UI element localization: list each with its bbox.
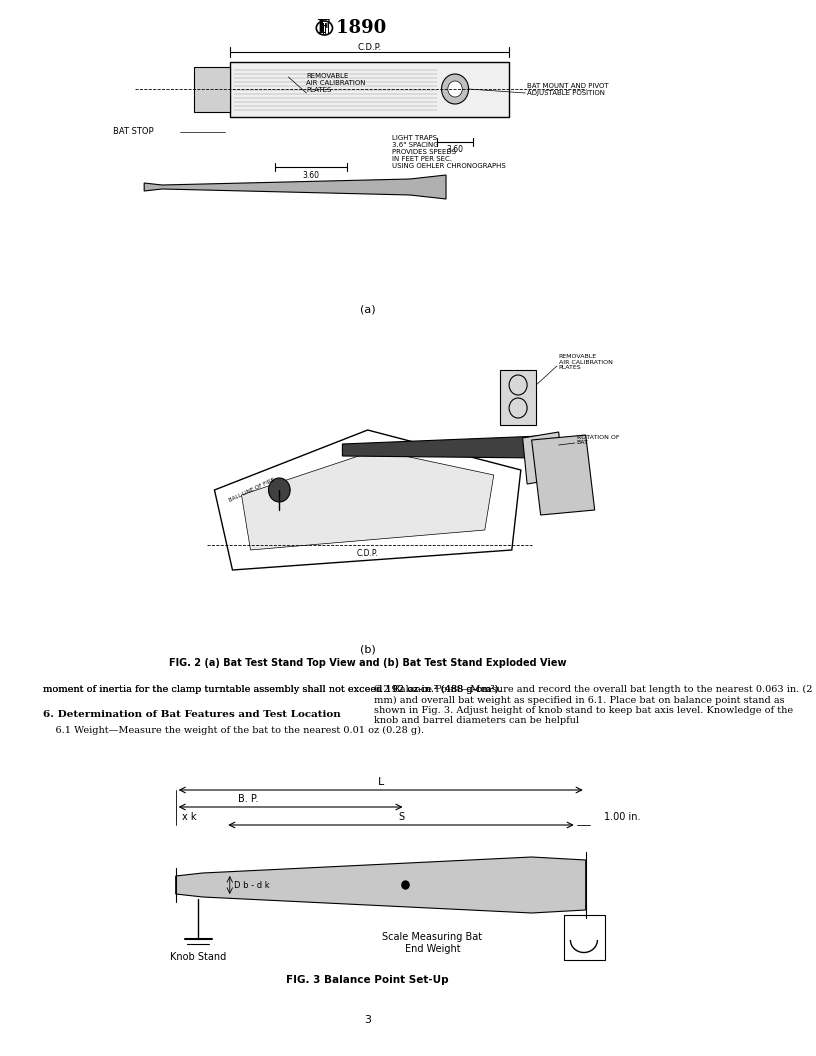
Polygon shape	[522, 432, 563, 484]
Polygon shape	[532, 435, 595, 515]
Text: REMOVABLE
AIR CALIBRATION
PLATES: REMOVABLE AIR CALIBRATION PLATES	[559, 354, 613, 371]
Text: 3.60: 3.60	[446, 146, 463, 154]
Text: 6.1 Weight—Measure the weight of the bat to the nearest 0.01 oz (0.28 g).: 6.1 Weight—Measure the weight of the bat…	[43, 727, 424, 735]
Polygon shape	[343, 436, 541, 458]
Text: D b - d k: D b - d k	[234, 881, 270, 889]
Bar	[230, 62, 509, 117]
Text: LIGHT TRAPS
3.6" SPACING
PROVIDES SPEEDS
IN FEET PER SEC.
USING OEHLER CHRONOGRA: LIGHT TRAPS 3.6" SPACING PROVIDES SPEEDS…	[392, 135, 506, 169]
Polygon shape	[144, 175, 446, 199]
Text: ROTATION OF
BAT: ROTATION OF BAT	[577, 435, 619, 446]
Polygon shape	[215, 430, 521, 570]
Text: 3: 3	[364, 1015, 371, 1025]
Text: moment of inertia for the clamp turntable assembly shall not exceed 192 oz-in.² : moment of inertia for the clamp turntabl…	[43, 685, 502, 694]
Bar	[193, 67, 230, 112]
Polygon shape	[242, 450, 494, 550]
Bar	[500, 370, 536, 425]
Circle shape	[401, 881, 409, 889]
Text: 6. Determination of Bat Features and Test Location: 6. Determination of Bat Features and Tes…	[43, 710, 341, 719]
Text: Scale Measuring Bat
End Weight: Scale Measuring Bat End Weight	[383, 932, 482, 954]
Circle shape	[441, 74, 468, 103]
Text: C.D.P.: C.D.P.	[357, 42, 382, 52]
Circle shape	[268, 478, 290, 502]
Text: 1.00 in.: 1.00 in.	[604, 812, 641, 822]
Text: S: S	[398, 812, 404, 822]
Text: moment of inertia for the clamp turntable assembly shall not exceed 192 oz-in.² : moment of inertia for the clamp turntabl…	[43, 685, 502, 694]
Text: BALL LINE OF FIRE: BALL LINE OF FIRE	[228, 477, 276, 503]
Polygon shape	[175, 857, 586, 913]
Text: FIG. 2 (a) Bat Test Stand Top View and (b) Bat Test Stand Exploded View: FIG. 2 (a) Bat Test Stand Top View and (…	[169, 658, 566, 668]
Text: (b): (b)	[360, 645, 375, 655]
Text: 3.60: 3.60	[303, 170, 319, 180]
Text: REMOVABLE
AIR CALIBRATION
PLATES: REMOVABLE AIR CALIBRATION PLATES	[306, 73, 366, 93]
Text: L: L	[378, 777, 384, 787]
Text: F 1890: F 1890	[317, 19, 386, 37]
Text: B. P.: B. P.	[237, 794, 258, 804]
Bar	[564, 914, 605, 960]
Circle shape	[448, 81, 462, 97]
Text: BAT STOP: BAT STOP	[113, 128, 153, 136]
Text: FIG. 3 Balance Point Set-Up: FIG. 3 Balance Point Set-Up	[286, 975, 449, 985]
Text: C.D.P.: C.D.P.	[357, 548, 379, 558]
Text: Knob Stand: Knob Stand	[170, 953, 226, 962]
Text: 6.2 Balance Point—Measure and record the overall bat length to the nearest 0.063: 6.2 Balance Point—Measure and record the…	[374, 685, 813, 725]
Text: x k: x k	[182, 812, 197, 822]
Text: (a): (a)	[360, 305, 375, 315]
Text: BAT MOUNT AND PIVOT
ADJUSTABLE POSITION: BAT MOUNT AND PIVOT ADJUSTABLE POSITION	[527, 83, 609, 96]
